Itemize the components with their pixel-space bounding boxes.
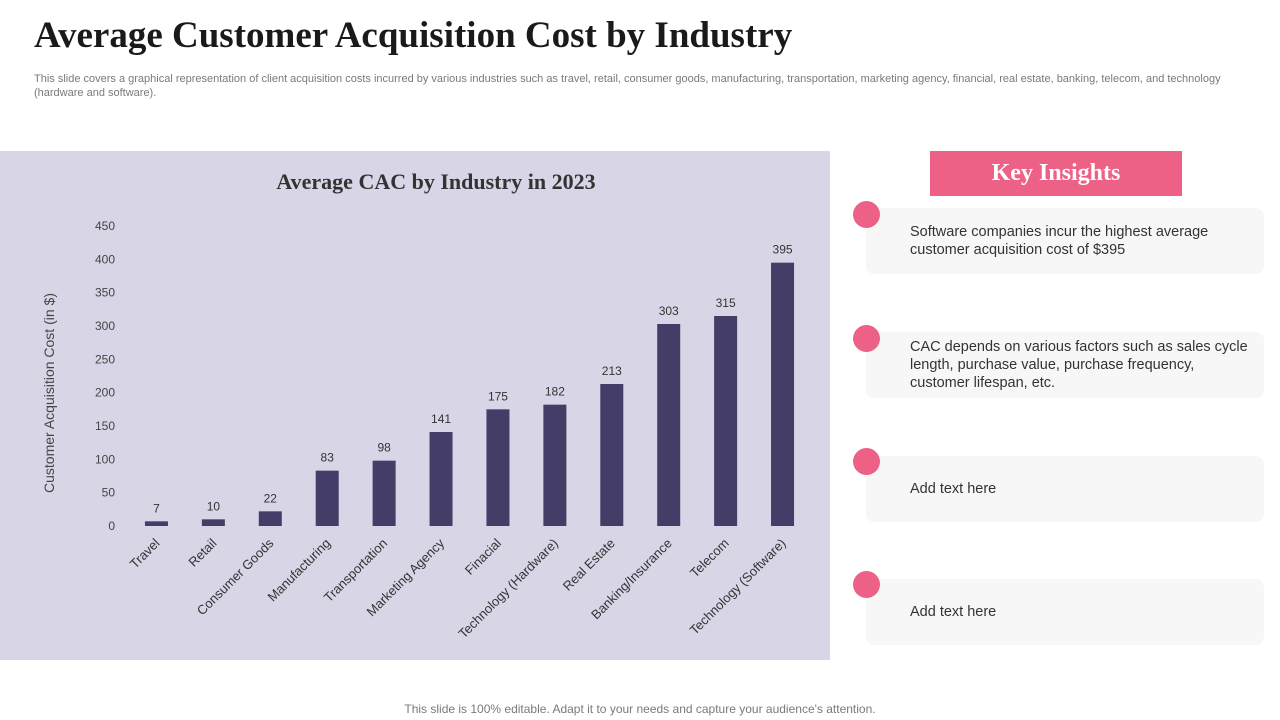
- y-tick-label: 400: [95, 252, 115, 266]
- insight-text: CAC depends on various factors such as s…: [910, 339, 1248, 391]
- bar: [372, 460, 396, 526]
- bar: [771, 262, 795, 526]
- bullet-dot-icon: [853, 571, 880, 598]
- y-tick-label: 100: [95, 452, 115, 466]
- bar-value-label: 22: [264, 491, 278, 505]
- bullet-dot-icon: [853, 448, 880, 475]
- cac-bar-chart: Average CAC by Industry in 2023 Customer…: [41, 169, 795, 641]
- y-tick-label: 0: [108, 519, 115, 533]
- bar-value-label: 83: [321, 451, 335, 465]
- bar-value-label: 315: [716, 296, 736, 310]
- x-tick-label: Technology (Software): [687, 536, 789, 638]
- bar-value-label: 141: [431, 412, 451, 426]
- insight-card: Add text here: [866, 456, 1264, 522]
- bar: [315, 470, 339, 526]
- bar: [600, 384, 624, 526]
- bar: [144, 521, 168, 526]
- bullet-dot-icon: [853, 325, 880, 352]
- x-tick-label: Real Estate: [560, 536, 618, 594]
- x-tick-label: Technology (Hardware): [455, 536, 561, 642]
- bullet-dot-icon: [853, 201, 880, 228]
- insight-card: Add text here: [866, 579, 1264, 645]
- key-insights-header: Key Insights: [930, 151, 1182, 196]
- y-tick-label: 300: [95, 319, 115, 333]
- chart-panel: Average CAC by Industry in 2023 Customer…: [0, 151, 830, 660]
- bar-value-label: 303: [659, 304, 679, 318]
- y-tick-label: 350: [95, 286, 115, 300]
- insight-text: Add text here: [910, 604, 997, 620]
- x-tick-label: Travel: [127, 535, 163, 571]
- insight-card: Software companies incur the highest ave…: [866, 208, 1264, 274]
- bar-value-label: 98: [377, 441, 391, 455]
- page-title: Average Customer Acquisition Cost by Ind…: [34, 15, 793, 56]
- y-tick-label: 150: [95, 419, 115, 433]
- bar: [657, 324, 681, 526]
- insight-card: CAC depends on various factors such as s…: [866, 332, 1264, 398]
- bar: [543, 404, 567, 526]
- y-tick-label: 250: [95, 352, 115, 366]
- bar-value-label: 182: [545, 385, 565, 399]
- value-labels: 7 10 22 83 98 141 175 182 213 303 315 395: [153, 243, 793, 516]
- x-tick-label: Telecom: [687, 536, 732, 581]
- footer-note: This slide is 100% editable. Adapt it to…: [404, 702, 876, 716]
- y-axis: 0 50 100 150 200 250 300 350 400 450: [95, 219, 115, 533]
- y-tick-label: 200: [95, 386, 115, 400]
- x-tick-label: Retail: [185, 535, 219, 569]
- bar-value-label: 175: [488, 389, 508, 403]
- bar-value-label: 7: [153, 501, 160, 515]
- bar: [258, 511, 282, 526]
- bar: [714, 316, 738, 526]
- bar-value-label: 10: [207, 499, 221, 513]
- y-axis-label: Customer Acquisition Cost (in $): [41, 293, 57, 493]
- bar: [486, 409, 510, 526]
- y-tick-label: 450: [95, 219, 115, 233]
- insight-text: Software companies incur the highest ave…: [910, 224, 1209, 258]
- chart-title: Average CAC by Industry in 2023: [276, 169, 595, 194]
- bars: [144, 262, 795, 526]
- bar-value-label: 213: [602, 364, 622, 378]
- y-tick-label: 50: [102, 486, 116, 500]
- insight-text: Add text here: [910, 481, 997, 497]
- page-subtitle: This slide covers a graphical representa…: [34, 73, 1221, 99]
- bar: [429, 432, 453, 526]
- x-tick-label: Finacial: [462, 535, 504, 577]
- bar-value-label: 395: [773, 243, 793, 257]
- bar: [201, 519, 225, 526]
